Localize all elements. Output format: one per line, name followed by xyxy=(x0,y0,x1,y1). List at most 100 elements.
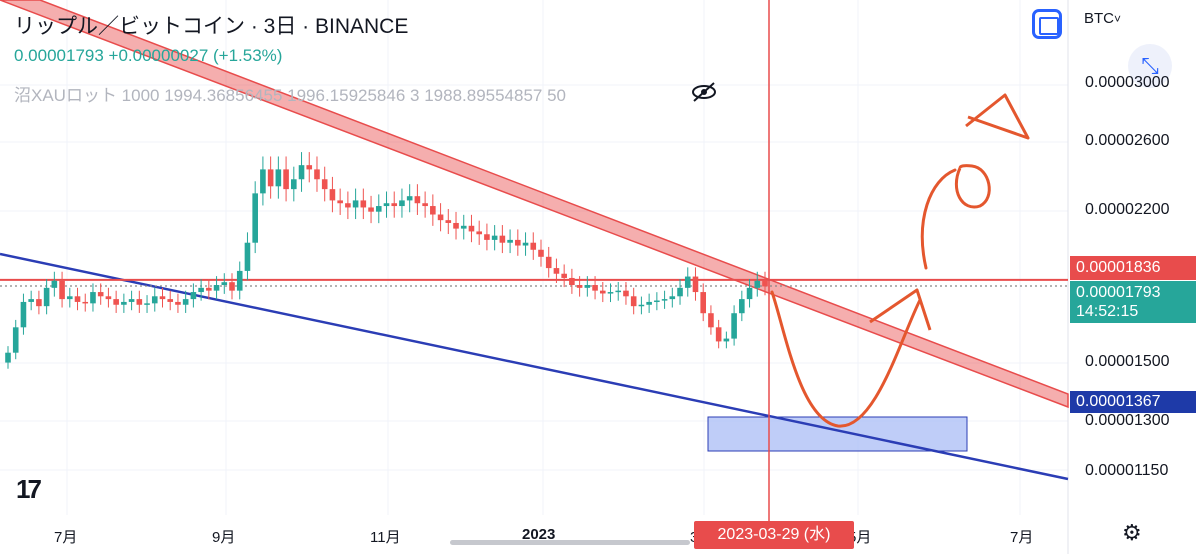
candle-body xyxy=(198,287,204,293)
price-change: 0.00001793 +0.00000027 (+1.53%) xyxy=(14,46,283,65)
candle-body xyxy=(360,200,367,208)
candle-body xyxy=(715,327,722,342)
candle-body xyxy=(638,304,645,307)
currency-selector[interactable]: BTC˅ xyxy=(1084,10,1121,27)
candle-body xyxy=(746,287,753,300)
candle-body xyxy=(82,301,89,304)
candle-body xyxy=(252,193,258,243)
candle-body xyxy=(700,292,707,314)
demand-zone-box xyxy=(707,416,968,452)
crosshair-date-label: 2023-03-29 (水) xyxy=(694,521,854,549)
candle-body xyxy=(530,242,537,250)
candle-body xyxy=(491,235,498,240)
last-price-tag: 0.00001793 14:52:15 xyxy=(1070,281,1196,323)
candle-body xyxy=(430,206,436,215)
support-trendline xyxy=(0,252,1069,481)
candle-body xyxy=(43,287,50,307)
candle-body xyxy=(445,220,452,223)
candle-body xyxy=(576,285,583,288)
projection-arrow xyxy=(869,288,932,331)
candle-body xyxy=(113,299,119,305)
collapse-icon[interactable]: ⤡ xyxy=(1128,44,1172,88)
candle-body xyxy=(260,169,266,194)
candle-body xyxy=(762,280,768,287)
candle-body xyxy=(59,280,65,300)
candle-body xyxy=(607,292,614,294)
candle-body xyxy=(754,280,761,288)
candle-body xyxy=(515,239,521,246)
candle-body xyxy=(20,301,27,328)
candle-body xyxy=(51,280,58,288)
candle-body xyxy=(206,287,212,291)
candle-body xyxy=(121,301,127,305)
candle-body xyxy=(422,203,428,207)
candle-body xyxy=(306,165,313,170)
candle-body xyxy=(499,235,506,243)
candle-body xyxy=(615,290,622,293)
candle-body xyxy=(677,287,683,297)
indicator-legend[interactable]: 沼XAUロット 1000 1994.36856455 1996.15925846… xyxy=(14,86,567,105)
candle-body xyxy=(476,231,482,235)
candle-body xyxy=(623,290,629,297)
candle-body xyxy=(460,225,467,229)
projection-arrow xyxy=(965,93,1030,140)
candle-body xyxy=(236,270,243,291)
x-tick: 11月 xyxy=(370,529,401,546)
gear-icon[interactable]: ⚙ xyxy=(1122,520,1142,545)
candle-body xyxy=(522,242,529,246)
candle-body xyxy=(128,299,135,302)
candle-body xyxy=(669,296,676,300)
projection-loop xyxy=(954,164,991,209)
candle-body xyxy=(175,301,181,305)
y-tick: 0.00002200 xyxy=(1085,201,1170,218)
candle-body xyxy=(731,313,737,339)
candle-body xyxy=(437,214,444,221)
candle-body xyxy=(538,249,544,257)
x-tick: 2023 xyxy=(522,526,556,543)
candle-body xyxy=(36,299,42,307)
candle-body xyxy=(484,234,490,240)
candle-body xyxy=(684,276,691,288)
tradingview-logo: 17 xyxy=(16,474,42,504)
candle-body xyxy=(221,282,228,286)
y-tick: 0.00002600 xyxy=(1085,132,1170,149)
chart-title: リップル／ビットコイン · 3日 · BINANCE xyxy=(14,15,409,38)
y-tick: 0.00001150 xyxy=(1085,462,1169,479)
candle-body xyxy=(283,169,289,190)
time-scrollbar[interactable] xyxy=(450,540,690,545)
eye-hidden-icon[interactable] xyxy=(690,80,718,104)
candle-body xyxy=(553,268,560,274)
candle-body xyxy=(167,299,174,302)
candle-body xyxy=(244,242,251,271)
candle-body xyxy=(298,165,305,180)
candle-body xyxy=(375,206,382,212)
candle-body xyxy=(599,290,606,294)
candle-body xyxy=(723,338,730,342)
candle-body xyxy=(391,203,398,207)
candle-body xyxy=(507,239,513,243)
candle-body xyxy=(74,296,81,302)
trendline-price-tag: 0.00001367 xyxy=(1070,391,1196,413)
candle-body xyxy=(345,203,351,208)
candle-body xyxy=(337,200,343,204)
candle-body xyxy=(28,299,34,302)
candle-body xyxy=(584,285,591,288)
resistance-price-tag: 0.00001836 xyxy=(1070,256,1196,280)
candle-body xyxy=(97,292,104,297)
layout-icon[interactable] xyxy=(1032,9,1062,39)
candle-body xyxy=(545,256,552,269)
candle-body xyxy=(182,299,189,305)
candle-body xyxy=(151,296,158,304)
y-tick: 0.00001300 xyxy=(1085,412,1170,429)
candle-body xyxy=(5,352,11,363)
candle-body xyxy=(159,296,166,300)
candle-body xyxy=(661,299,668,301)
candle-body xyxy=(314,169,320,180)
resistance-channel xyxy=(0,0,1069,409)
y-tick: 0.00003000 xyxy=(1085,74,1170,91)
candle-body xyxy=(414,196,421,204)
candle-body xyxy=(267,169,274,187)
candle-body xyxy=(275,169,282,187)
candle-body xyxy=(136,299,143,305)
